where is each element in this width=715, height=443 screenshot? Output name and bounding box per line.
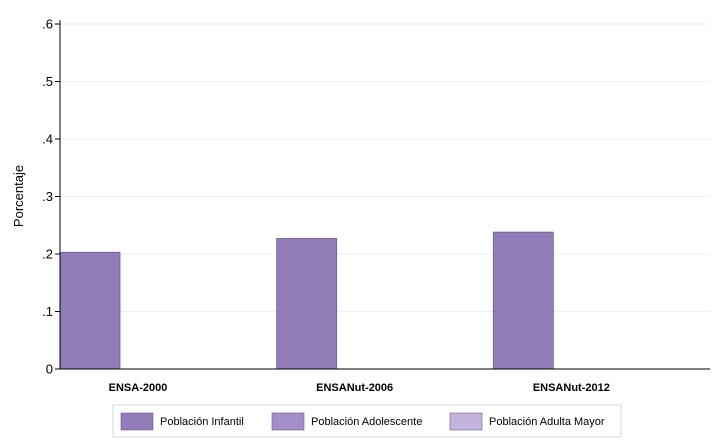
- legend-swatch: [120, 412, 154, 431]
- bars: [59, 231, 554, 370]
- bar-1-ensa-2000: [59, 251, 121, 370]
- y-axis-title: Porcentaje: [11, 165, 26, 227]
- y-tick-label: .2: [42, 247, 53, 262]
- x-category-label: ENSANut-2012: [533, 382, 610, 394]
- y-tick-label: .3: [42, 189, 53, 204]
- legend-label: Población Infantil: [160, 416, 244, 428]
- bar-1-ensanut-2006: [276, 238, 338, 370]
- bar-1-ensanut-2012: [492, 231, 554, 370]
- gridlines: [60, 23, 710, 312]
- legend-frame: [112, 404, 622, 438]
- y-tick-label: .4: [42, 132, 53, 147]
- legend-swatch: [449, 412, 483, 431]
- y-tick-label: .1: [42, 304, 53, 319]
- legend-swatch: [271, 412, 305, 431]
- legend-label: Población Adolescente: [311, 416, 422, 428]
- y-axis-ticks: 0 .1 .2 .3 .4 .5 .6: [42, 17, 60, 377]
- legend: Población Infantil Población Adolescente P…: [112, 404, 622, 438]
- y-tick-label: 0: [46, 362, 53, 377]
- x-category-label: ENSANut-2006: [316, 382, 393, 394]
- y-tick-label: .6: [42, 17, 53, 32]
- x-category-label: ENSA-2000: [109, 382, 168, 394]
- x-axis-category-labels: ENSA-2000 ENSANut-2006 ENSANut-2012: [109, 382, 610, 394]
- y-tick-label: .5: [42, 74, 53, 89]
- legend-label: Población Adulta Mayor: [489, 416, 605, 428]
